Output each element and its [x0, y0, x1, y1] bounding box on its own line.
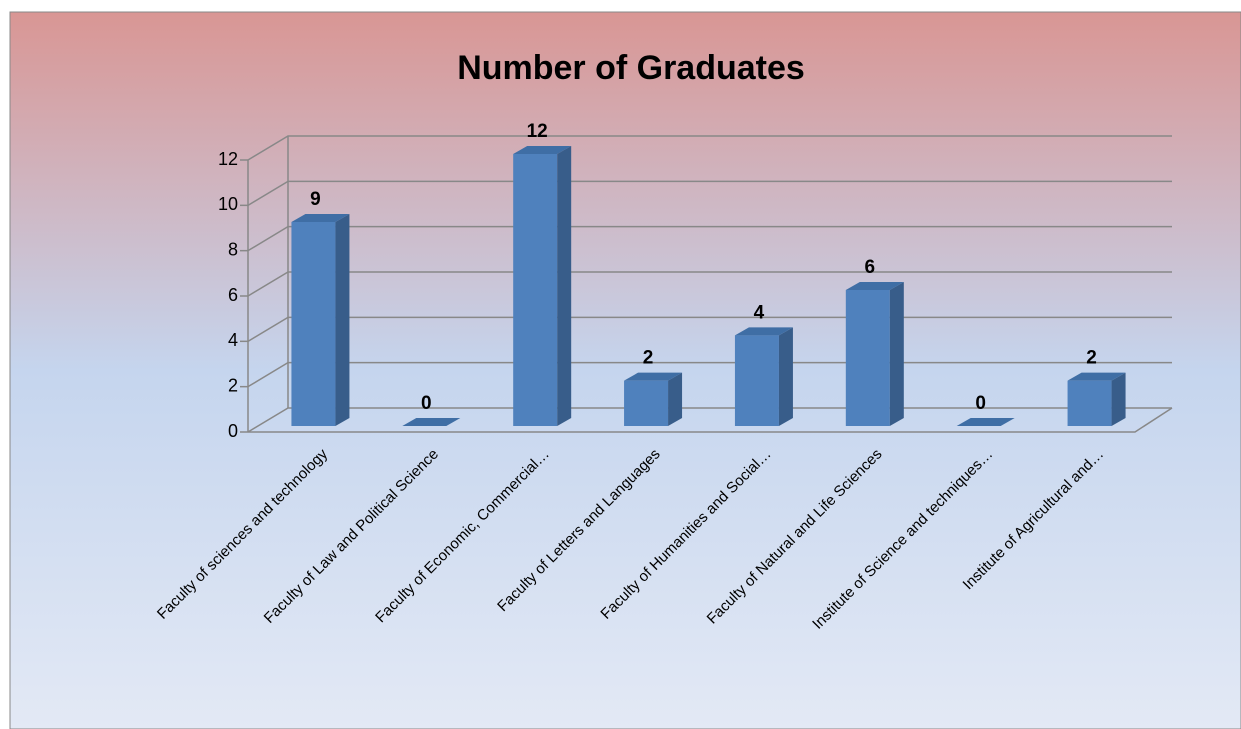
bar-top	[956, 418, 1015, 426]
bar-front	[1067, 380, 1112, 426]
bar-side	[668, 372, 683, 426]
y-tick-label: 0	[228, 421, 238, 441]
bar	[402, 418, 461, 426]
bar	[513, 146, 572, 426]
data-label: 4	[754, 302, 765, 323]
bar	[1067, 372, 1126, 426]
bar-top	[513, 146, 572, 154]
bar-side	[335, 214, 350, 426]
bar-top	[845, 282, 904, 290]
floor-edge	[248, 407, 1173, 433]
data-label: 2	[643, 348, 654, 369]
bar-front	[513, 154, 558, 426]
grid-line	[247, 135, 1172, 161]
bar-front	[291, 222, 336, 426]
bar-top	[291, 214, 350, 222]
chart-area	[9, 11, 1241, 729]
grid-line	[247, 180, 1172, 206]
data-label: 6	[865, 257, 876, 278]
grid-line	[247, 271, 1172, 297]
y-tick-label: 12	[218, 149, 238, 169]
data-label: 2	[1086, 348, 1097, 369]
grid-line	[247, 225, 1172, 252]
data-label: 0	[975, 393, 986, 414]
bar-front	[624, 380, 669, 426]
chart-title: Number of Graduates	[457, 49, 805, 87]
data-label: 0	[421, 393, 432, 414]
bar-side	[1111, 372, 1126, 426]
bar-top	[1067, 372, 1126, 381]
bar-front	[734, 335, 779, 426]
bar-front	[845, 290, 890, 426]
bar-top	[624, 372, 683, 381]
y-tick-label: 4	[228, 330, 238, 350]
bar	[845, 282, 904, 426]
bar-top	[734, 327, 793, 336]
y-tick-label: 10	[218, 194, 238, 214]
bar-top	[402, 418, 461, 426]
y-tick-label: 6	[228, 285, 238, 305]
bar	[624, 372, 683, 426]
bar-side	[557, 146, 572, 426]
bar-side	[889, 282, 904, 426]
bar-side	[778, 327, 793, 426]
y-tick-label: 8	[228, 239, 238, 259]
bar	[734, 327, 793, 426]
data-label: 12	[527, 121, 548, 142]
bar	[956, 418, 1015, 426]
bar	[291, 214, 350, 426]
data-label: 9	[310, 189, 321, 210]
y-tick-label: 2	[228, 375, 238, 395]
